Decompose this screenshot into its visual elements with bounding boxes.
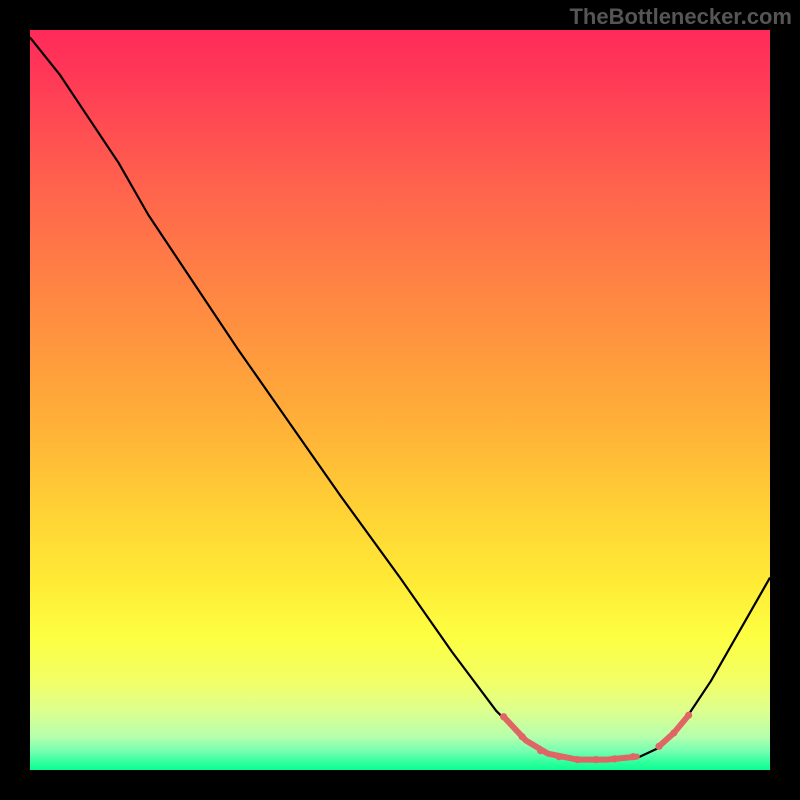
plot-area — [30, 30, 770, 770]
watermark-text: TheBottlenecker.com — [569, 4, 792, 30]
marker-dot — [500, 713, 507, 720]
marker-dot — [556, 753, 563, 760]
marker-dot — [574, 756, 581, 763]
marker-dot — [611, 755, 618, 762]
chart-container: TheBottlenecker.com — [0, 0, 800, 800]
bottleneck-chart — [0, 0, 800, 800]
marker-dot — [593, 756, 600, 763]
marker-dot — [685, 712, 692, 719]
marker-dot — [670, 729, 677, 736]
marker-dot — [537, 747, 544, 754]
marker-dot — [519, 733, 526, 740]
marker-dot — [630, 753, 637, 760]
marker-dot — [655, 743, 662, 750]
